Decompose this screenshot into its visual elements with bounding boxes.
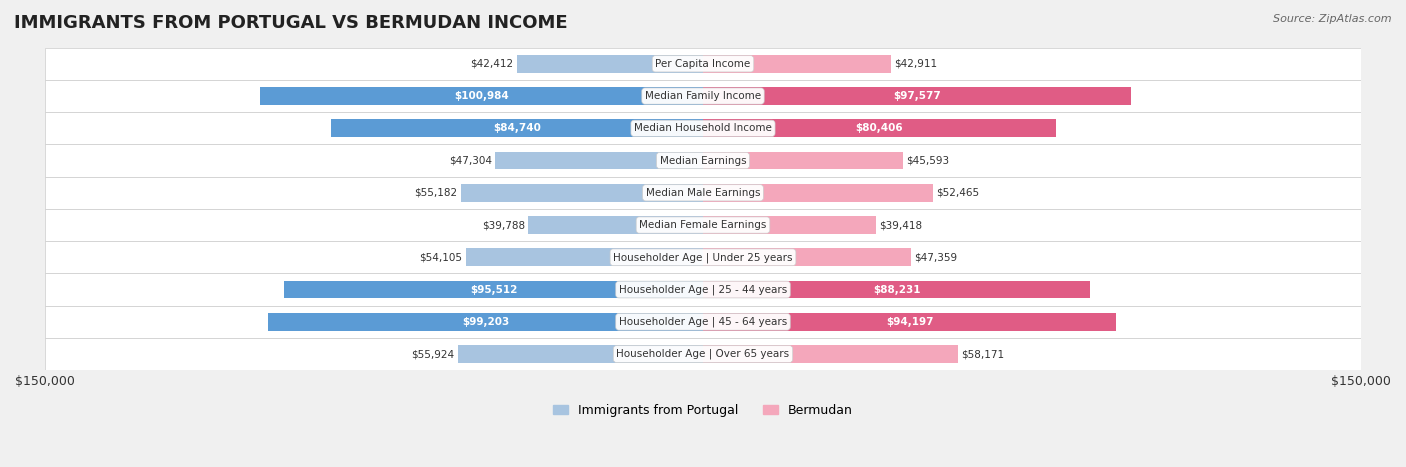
FancyBboxPatch shape <box>45 48 1361 80</box>
Bar <box>529 216 703 234</box>
Text: $45,593: $45,593 <box>907 156 949 166</box>
Bar <box>703 313 1116 331</box>
Bar <box>332 120 703 137</box>
Text: Householder Age | Under 25 years: Householder Age | Under 25 years <box>613 252 793 262</box>
Text: IMMIGRANTS FROM PORTUGAL VS BERMUDAN INCOME: IMMIGRANTS FROM PORTUGAL VS BERMUDAN INC… <box>14 14 568 32</box>
Bar <box>703 345 959 363</box>
Bar <box>495 152 703 170</box>
Text: $100,984: $100,984 <box>454 91 509 101</box>
Bar <box>284 281 703 298</box>
Bar <box>703 55 891 73</box>
Bar <box>703 87 1130 105</box>
Bar <box>703 87 1130 105</box>
Bar <box>458 345 703 363</box>
Text: $58,171: $58,171 <box>962 349 1005 359</box>
Bar <box>284 281 703 298</box>
FancyBboxPatch shape <box>45 177 1361 209</box>
Text: $80,406: $80,406 <box>856 123 903 133</box>
Text: $88,231: $88,231 <box>873 284 921 295</box>
Text: Median Household Income: Median Household Income <box>634 123 772 133</box>
Text: $47,304: $47,304 <box>449 156 492 166</box>
Bar <box>260 87 703 105</box>
FancyBboxPatch shape <box>45 144 1361 177</box>
Text: Source: ZipAtlas.com: Source: ZipAtlas.com <box>1274 14 1392 24</box>
FancyBboxPatch shape <box>45 112 1361 144</box>
FancyBboxPatch shape <box>45 338 1361 370</box>
Legend: Immigrants from Portugal, Bermudan: Immigrants from Portugal, Bermudan <box>548 399 858 422</box>
Text: $47,359: $47,359 <box>914 252 957 262</box>
Text: $39,788: $39,788 <box>482 220 526 230</box>
Text: Householder Age | 25 - 44 years: Householder Age | 25 - 44 years <box>619 284 787 295</box>
Bar <box>703 120 1056 137</box>
Bar <box>703 216 876 234</box>
Bar <box>703 281 1090 298</box>
Bar <box>461 184 703 202</box>
Bar <box>703 313 1116 331</box>
FancyBboxPatch shape <box>45 241 1361 274</box>
FancyBboxPatch shape <box>45 80 1361 112</box>
Bar <box>703 184 934 202</box>
Text: $94,197: $94,197 <box>886 317 934 327</box>
Text: $42,911: $42,911 <box>894 59 938 69</box>
Text: $55,924: $55,924 <box>411 349 454 359</box>
Bar <box>260 87 703 105</box>
Text: Householder Age | 45 - 64 years: Householder Age | 45 - 64 years <box>619 317 787 327</box>
Bar <box>267 313 703 331</box>
Text: Median Male Earnings: Median Male Earnings <box>645 188 761 198</box>
Bar <box>517 55 703 73</box>
Bar <box>703 120 1056 137</box>
Text: Householder Age | Over 65 years: Householder Age | Over 65 years <box>616 349 790 359</box>
Text: $95,512: $95,512 <box>470 284 517 295</box>
Text: Median Female Earnings: Median Female Earnings <box>640 220 766 230</box>
Text: $52,465: $52,465 <box>936 188 980 198</box>
Bar <box>703 281 1090 298</box>
Text: $39,418: $39,418 <box>879 220 922 230</box>
Bar <box>703 248 911 266</box>
Bar <box>703 152 903 170</box>
Bar <box>267 313 703 331</box>
Text: Per Capita Income: Per Capita Income <box>655 59 751 69</box>
FancyBboxPatch shape <box>45 306 1361 338</box>
FancyBboxPatch shape <box>45 274 1361 306</box>
Text: $55,182: $55,182 <box>415 188 457 198</box>
Bar <box>465 248 703 266</box>
Text: $84,740: $84,740 <box>494 123 541 133</box>
Text: $54,105: $54,105 <box>419 252 463 262</box>
FancyBboxPatch shape <box>45 209 1361 241</box>
Text: Median Earnings: Median Earnings <box>659 156 747 166</box>
Text: Median Family Income: Median Family Income <box>645 91 761 101</box>
Text: $99,203: $99,203 <box>461 317 509 327</box>
Text: $97,577: $97,577 <box>893 91 941 101</box>
Text: $42,412: $42,412 <box>471 59 513 69</box>
Bar <box>332 120 703 137</box>
